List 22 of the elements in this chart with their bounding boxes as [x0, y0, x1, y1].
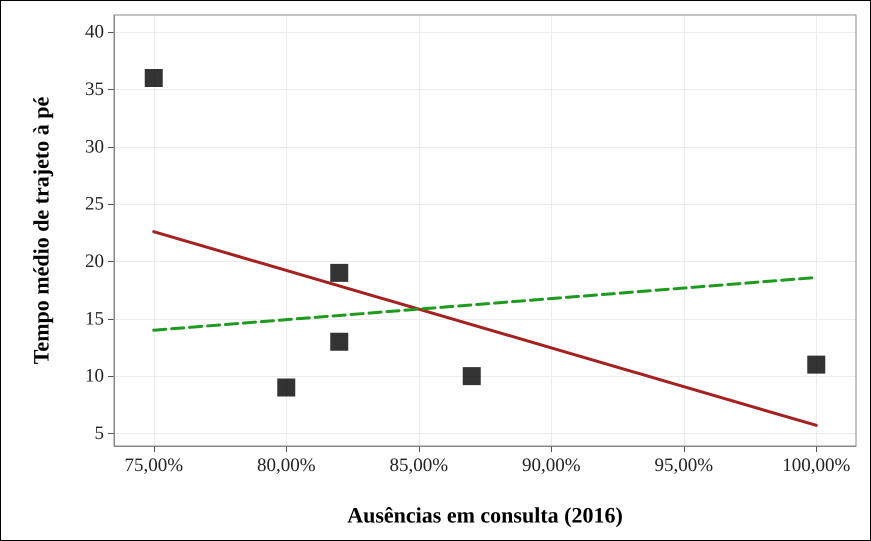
point — [277, 378, 296, 397]
point — [462, 367, 481, 386]
x-tick-label: 80,00% — [256, 455, 316, 476]
x-tick-label: 75,00% — [124, 455, 184, 476]
point — [330, 264, 348, 282]
x-tick-label: 85,00% — [389, 455, 448, 476]
x-tick-label: 100,00% — [782, 455, 850, 476]
y-axis-title: Tempo médio de trajeto à pé — [28, 96, 54, 364]
y-tick-label: 35 — [85, 79, 104, 100]
point — [807, 356, 826, 374]
y-tick-label: 10 — [85, 366, 104, 387]
point — [144, 69, 163, 88]
y-tick-label: 20 — [85, 250, 104, 272]
point — [330, 332, 348, 351]
y-tick-label: 5 — [94, 422, 104, 444]
x-tick-label: 90,00% — [522, 455, 581, 476]
y-tick-label: 30 — [85, 136, 104, 158]
x-axis-title: Ausências em consulta (2016) — [347, 502, 623, 528]
y-tick-label: 25 — [85, 194, 104, 215]
x-tick-label: 95,00% — [654, 455, 714, 476]
y-tick-label: 40 — [85, 22, 104, 43]
y-tick-label: 15 — [85, 308, 104, 330]
